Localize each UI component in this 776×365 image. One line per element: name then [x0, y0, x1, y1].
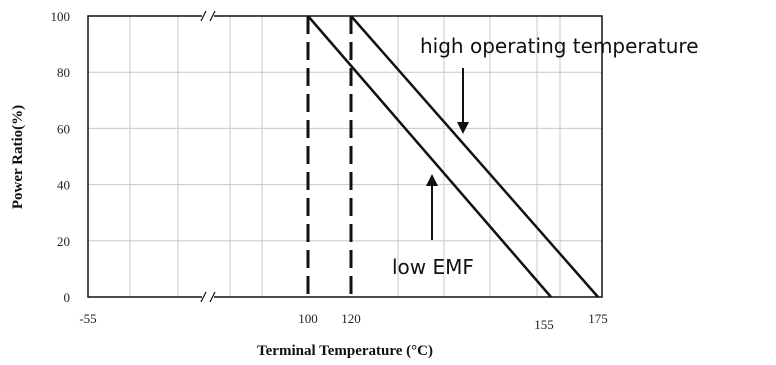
x-axis-label: Terminal Temperature (°C)	[257, 343, 433, 359]
axis-break-gap	[202, 12, 214, 20]
y-axis-label: Power Ratio(%)	[10, 105, 26, 209]
axis-break-slash	[200, 291, 207, 303]
series-lines	[307, 15, 599, 298]
x-axis-break-marks	[200, 10, 216, 303]
y-tick-label: 60	[57, 121, 70, 136]
y-tick-label: 20	[57, 234, 70, 249]
x-tick-label: 155	[534, 317, 554, 332]
series-line	[350, 15, 599, 298]
reference-lines	[306, 16, 353, 297]
y-tick-label: 100	[51, 9, 71, 24]
x-tick-label: 175	[588, 311, 608, 326]
arrow-head	[426, 174, 438, 186]
axis-break-gap	[202, 293, 214, 301]
y-tick-label: 40	[57, 178, 70, 193]
x-tick-label: 120	[341, 311, 361, 326]
y-tick-label: 0	[64, 290, 71, 305]
axis-break-slash	[209, 291, 216, 303]
arrow-head	[457, 122, 469, 134]
x-tick-label: 100	[298, 311, 318, 326]
y-axis-tick-labels: 0 20 40 60 80 100	[51, 9, 71, 305]
x-tick-label: -55	[79, 311, 96, 326]
x-axis-tick-labels: -55 100 120 155 175	[79, 311, 607, 332]
plot-frame	[87, 15, 603, 298]
series-line	[307, 15, 552, 298]
annotation-low-emf: low EMF	[392, 255, 474, 279]
axis-break-slash	[209, 10, 216, 22]
annotation-high-operating-temperature: high operating temperature	[420, 34, 699, 58]
annotation-arrows	[426, 68, 469, 240]
axis-break-slash	[200, 10, 207, 22]
y-tick-label: 80	[57, 65, 70, 80]
